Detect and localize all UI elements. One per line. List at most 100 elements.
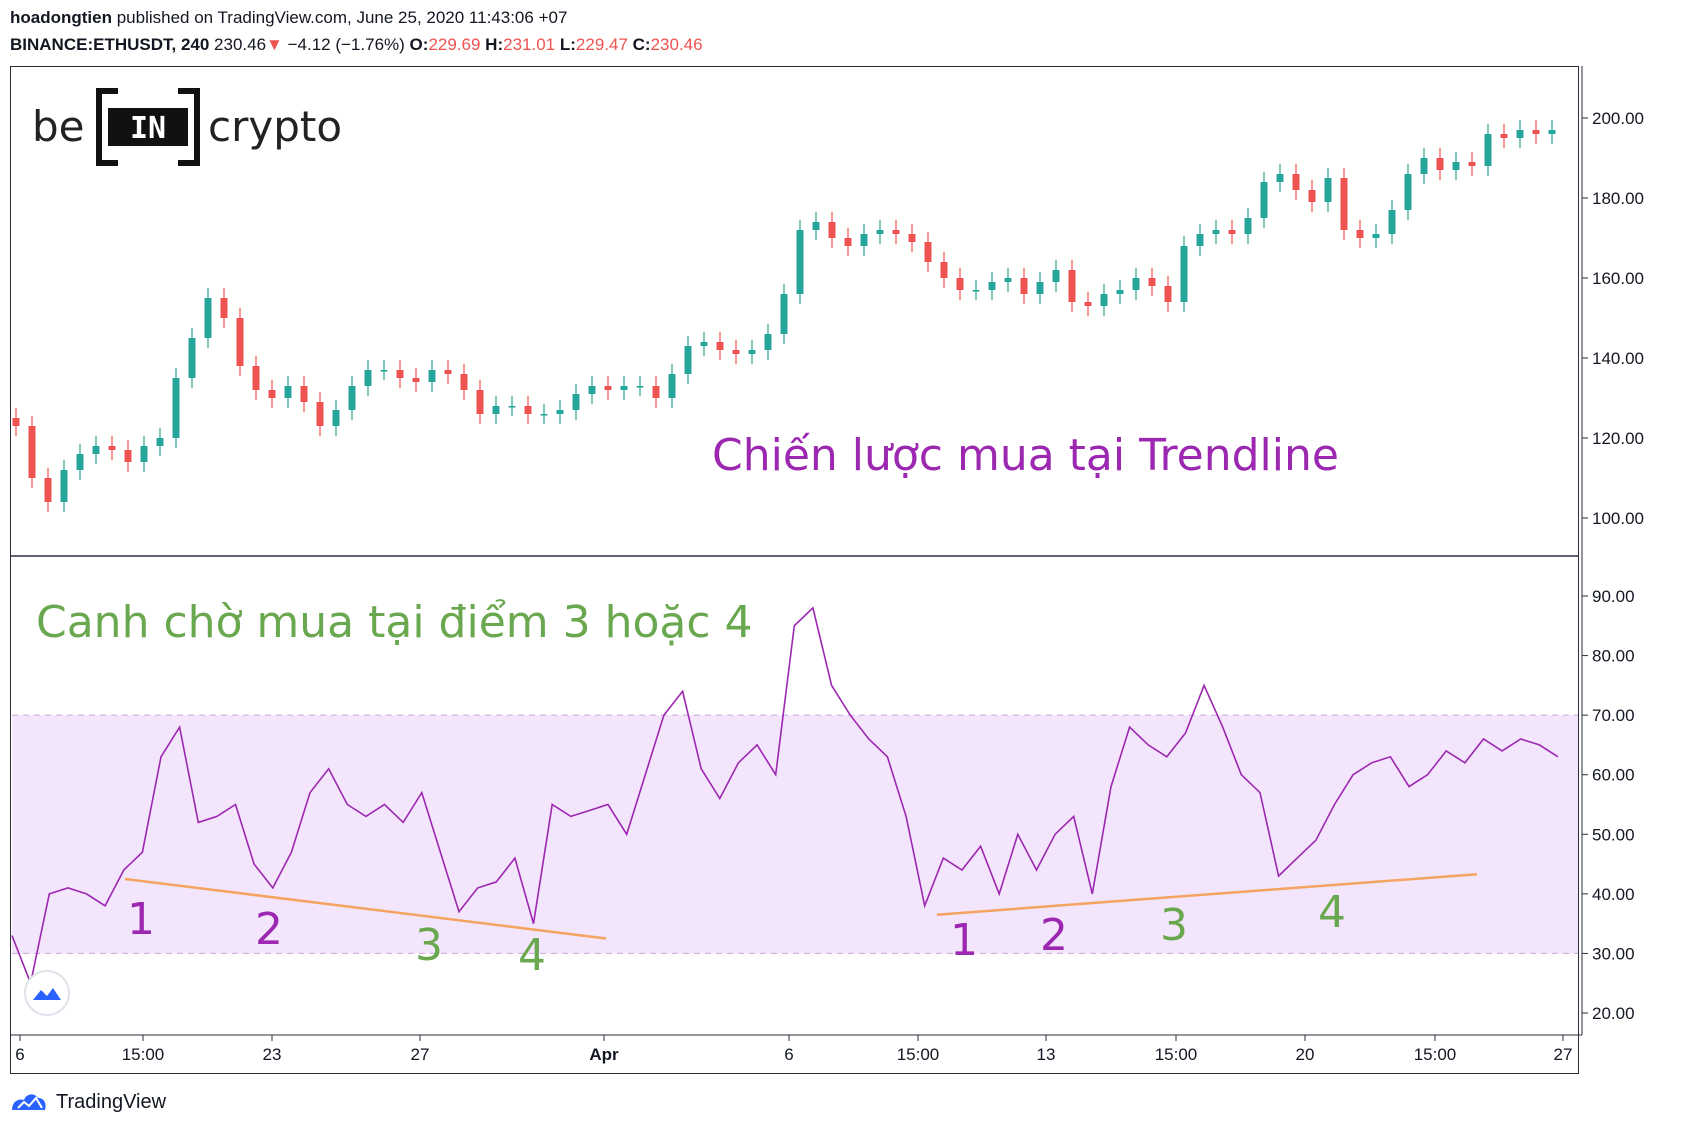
candle-body <box>924 242 932 262</box>
rsi-axis-label: 20.00 <box>1592 1004 1635 1023</box>
candle-body <box>1180 246 1188 302</box>
rsi-axis: 20.00 30.00 40.00 50.00 60.00 70.00 80.00 90.00 <box>1582 587 1635 1023</box>
trendline-point-label: 4 <box>518 930 546 981</box>
time-axis-label: Apr <box>589 1045 619 1064</box>
candle-body <box>268 390 276 398</box>
trendline <box>936 872 1478 916</box>
candle-body <box>108 446 116 450</box>
candle-body <box>236 318 244 366</box>
candle-body <box>476 390 484 414</box>
candle-body <box>524 406 532 414</box>
author[interactable]: hoadongtien <box>10 8 112 27</box>
candle-body <box>1340 178 1348 230</box>
chart-frame <box>10 66 1579 1074</box>
candle-body <box>204 298 212 338</box>
candle-body <box>812 222 820 230</box>
candle-body <box>540 414 548 416</box>
low-label: L: <box>559 35 576 54</box>
candle-body <box>1324 178 1332 202</box>
candle-body <box>12 418 20 426</box>
candle-body <box>1516 130 1524 138</box>
candle-body <box>172 378 180 438</box>
candle-body <box>684 346 692 374</box>
time-axis-label: 27 <box>411 1045 430 1064</box>
candle-body <box>1116 290 1124 294</box>
tradingview-watermark-icon <box>24 970 70 1016</box>
close-value: 230.46 <box>650 35 703 54</box>
candle-body <box>1244 218 1252 234</box>
last-price: 230.46 <box>214 35 267 54</box>
candle-body <box>1068 270 1076 302</box>
candle-body <box>860 234 868 246</box>
price-axis-label: 120.00 <box>1592 429 1644 448</box>
time-axis-label: 15:00 <box>1155 1045 1198 1064</box>
symbol: BINANCE:ETHUSDT, 240 <box>10 35 210 54</box>
candle-body <box>380 370 388 372</box>
high-label: H: <box>485 35 504 54</box>
time-axis-label: 27 <box>1554 1045 1573 1064</box>
candle-body <box>1420 158 1428 174</box>
candle-body <box>716 342 724 350</box>
candle-body <box>252 366 260 390</box>
candle-body <box>300 386 308 402</box>
rsi-axis-label: 70.00 <box>1592 706 1635 725</box>
candle-body <box>1356 230 1364 238</box>
beincrypto-logo: be IN crypto <box>32 88 342 166</box>
trendline-point-label: 3 <box>415 920 443 971</box>
candle-body <box>348 386 356 410</box>
open-value: 229.69 <box>428 35 481 54</box>
candle-body <box>124 450 132 462</box>
candle-body <box>508 406 516 408</box>
rsi-line <box>11 606 1559 986</box>
candle-body <box>1196 234 1204 246</box>
rsi-axis-label: 50.00 <box>1592 825 1635 844</box>
rsi-band-fill <box>12 715 1578 954</box>
candle-body <box>1020 278 1028 294</box>
footer-brand[interactable]: TradingView <box>56 1090 167 1113</box>
logo-text-in: IN <box>130 111 166 146</box>
candle-body <box>220 298 228 318</box>
time-axis-label: 15:00 <box>897 1045 940 1064</box>
candle-body <box>1084 302 1092 306</box>
candle-body <box>156 438 164 446</box>
candle-body <box>1468 162 1476 166</box>
candle-body <box>1100 294 1108 306</box>
candle-body <box>460 374 468 390</box>
candle-body <box>1212 230 1220 234</box>
candle-body <box>1308 190 1316 202</box>
candle-body <box>284 386 292 398</box>
time-axis-label: 15:00 <box>122 1045 165 1064</box>
candle-body <box>732 350 740 354</box>
candle-body <box>1436 158 1444 170</box>
annotation-strategy: Chiến lược mua tại Trendline <box>712 430 1339 481</box>
candle-body <box>188 338 196 378</box>
time-axis-label: 15:00 <box>1414 1045 1457 1064</box>
time-axis: 6 15:00 23 27 Apr 6 15:00 13 15:00 20 15:00 27 <box>15 1035 1572 1064</box>
candle-body <box>844 238 852 246</box>
logo-text-crypto: crypto <box>208 102 342 151</box>
candle-body <box>60 470 68 502</box>
logo-text-be: be <box>32 102 85 151</box>
candle-body <box>908 234 916 242</box>
candle-body <box>780 294 788 334</box>
time-axis-label: 6 <box>15 1045 24 1064</box>
candle-body <box>1452 162 1460 170</box>
time-axis-label: 6 <box>784 1045 793 1064</box>
candle-body <box>700 342 708 346</box>
candle-body <box>876 230 884 234</box>
candle-body <box>652 386 660 398</box>
candle-body <box>428 370 436 382</box>
rsi-axis-label: 90.00 <box>1592 587 1635 606</box>
time-axis-label: 23 <box>263 1045 282 1064</box>
candle-body <box>956 278 964 290</box>
candle-body <box>1228 230 1236 234</box>
price-axis-label: 200.00 <box>1592 109 1644 128</box>
candle-body <box>1036 282 1044 294</box>
candle-body <box>1388 210 1396 234</box>
candle-body <box>76 454 84 470</box>
candle-body <box>364 370 372 386</box>
open-label: O: <box>409 35 429 54</box>
trendlines: 1 2 3 4 1 2 3 4 <box>124 872 1478 981</box>
candle-body <box>1484 134 1492 166</box>
